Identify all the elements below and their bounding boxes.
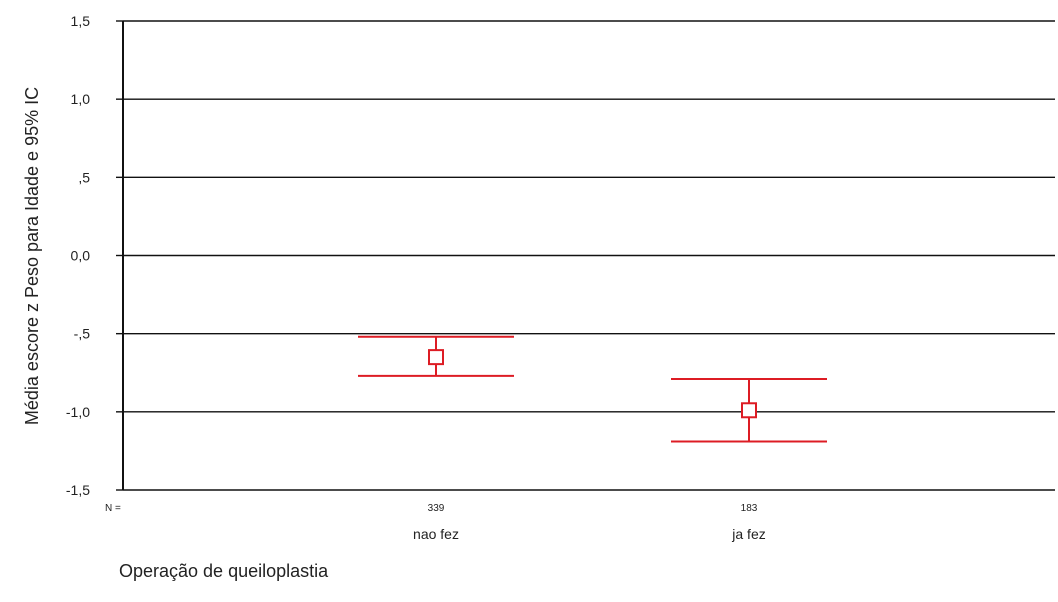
y-tick-label: ,5 — [78, 169, 90, 185]
mean-marker — [428, 349, 444, 366]
x-axis-title: Operação de queiloplastia — [119, 561, 329, 581]
error-bars — [358, 335, 827, 443]
category-label: nao fez — [413, 526, 459, 542]
category-label: ja fez — [731, 526, 765, 542]
error-bar-1 — [358, 335, 514, 377]
mean-marker — [741, 402, 757, 419]
n-count-label: 339 — [428, 503, 445, 514]
y-tick-label: 1,0 — [71, 91, 91, 107]
y-axis-title: Média escore z Peso para Idade e 95% IC — [22, 87, 42, 425]
gridlines — [123, 20, 1055, 491]
error-bar-2 — [671, 378, 827, 443]
y-tick-label: 1,5 — [71, 13, 91, 29]
y-tick-label: 0,0 — [71, 248, 91, 264]
y-tick-label: -1,5 — [66, 482, 90, 498]
n-prefix-label: N = — [105, 503, 121, 514]
y-tick-label: -,5 — [74, 326, 91, 342]
n-count-label: 183 — [741, 503, 758, 514]
y-tick-labels: 1,5 1,0 ,5 0,0 -,5 -1,0 -1,5 — [66, 13, 123, 498]
y-tick-label: -1,0 — [66, 404, 90, 420]
category-labels: N = 339 nao fez 183 ja fez — [105, 503, 766, 542]
